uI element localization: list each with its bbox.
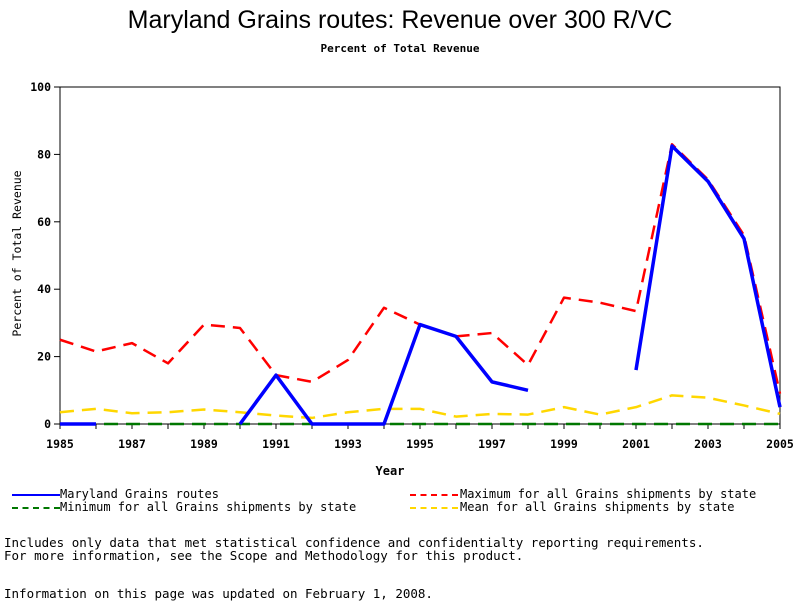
- x-tick-label-2001: 2001: [622, 437, 650, 451]
- chart-title: Maryland Grains routes: Revenue over 300…: [127, 6, 673, 34]
- note-updated: Information on this page was updated on …: [4, 586, 433, 601]
- x-tick-label-2005: 2005: [766, 437, 794, 451]
- plot-frame: [59, 86, 781, 425]
- x-tick-label-1995: 1995: [406, 437, 434, 451]
- legend-minimum: Minimum for all Grains shipments by stat…: [60, 500, 357, 514]
- note-confidentiality: Includes only data that met statistical …: [4, 535, 704, 550]
- series-0-line-segment-1: [238, 322, 529, 426]
- legend-swatch-maximum: [410, 494, 458, 496]
- x-tick-label-1997: 1997: [478, 437, 506, 451]
- y-tick-label-100: 100: [30, 80, 51, 94]
- y-tick-label-40: 40: [37, 282, 51, 296]
- y-tick-label-60: 60: [37, 215, 51, 229]
- x-tick-label-1985: 1985: [46, 437, 74, 451]
- x-tick-label-1987: 1987: [118, 437, 146, 451]
- y-axis-label: Percent of Total Revenue: [10, 170, 24, 336]
- line-chart: 0 20 40 60 80 100 1985 1987 1989 1991 1993 1995 1997…: [10, 80, 794, 478]
- x-tick-label-1999: 1999: [550, 437, 578, 451]
- x-tick-label-1993: 1993: [334, 437, 362, 451]
- x-tick-label-1989: 1989: [190, 437, 218, 451]
- x-tick-label-1991: 1991: [262, 437, 290, 451]
- y-tick-label-80: 80: [37, 147, 51, 161]
- y-tick-label-0: 0: [44, 417, 51, 431]
- legend-mean: Mean for all Grains shipments by state: [460, 500, 735, 514]
- series-3-line-segment-0: [59, 394, 781, 420]
- series-0-line-segment-2: [634, 144, 782, 408]
- x-tick-label-2003: 2003: [694, 437, 722, 451]
- legend-swatch-mean: [410, 507, 458, 509]
- series-1-line-segment-0: [59, 143, 782, 394]
- y-tick-label-20: 20: [37, 350, 51, 364]
- chart-subtitle: Percent of Total Revenue: [320, 42, 480, 55]
- x-axis-label: Year: [376, 464, 405, 478]
- legend-swatch-minimum: [12, 507, 60, 509]
- legend-maryland-grains-routes: Maryland Grains routes: [60, 487, 219, 501]
- legend-maximum: Maximum for all Grains shipments by stat…: [460, 487, 757, 501]
- note-methodology: For more information, see the Scope and …: [4, 548, 524, 563]
- legend-swatch-maryland: [12, 494, 60, 496]
